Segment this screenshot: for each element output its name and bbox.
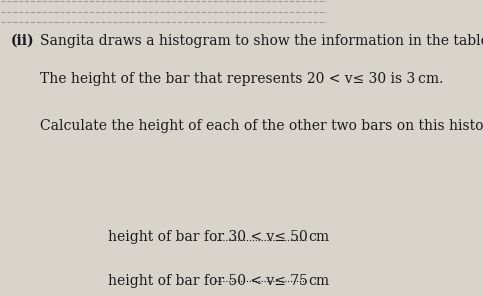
Text: Calculate the height of each of the other two bars on this histogram.: Calculate the height of each of the othe… — [40, 119, 483, 133]
Text: The height of the bar that represents 20 < v≤ 30 is 3 cm.: The height of the bar that represents 20… — [40, 72, 444, 86]
Text: height of bar for 30 < v≤ 50: height of bar for 30 < v≤ 50 — [109, 230, 308, 244]
Text: cm: cm — [308, 230, 329, 244]
Text: cm: cm — [308, 274, 329, 288]
Text: (ii): (ii) — [11, 34, 35, 48]
Text: Sangita draws a histogram to show the information in the table.: Sangita draws a histogram to show the in… — [40, 34, 483, 48]
Text: height of bar for 50 < v≤ 75: height of bar for 50 < v≤ 75 — [109, 274, 308, 288]
